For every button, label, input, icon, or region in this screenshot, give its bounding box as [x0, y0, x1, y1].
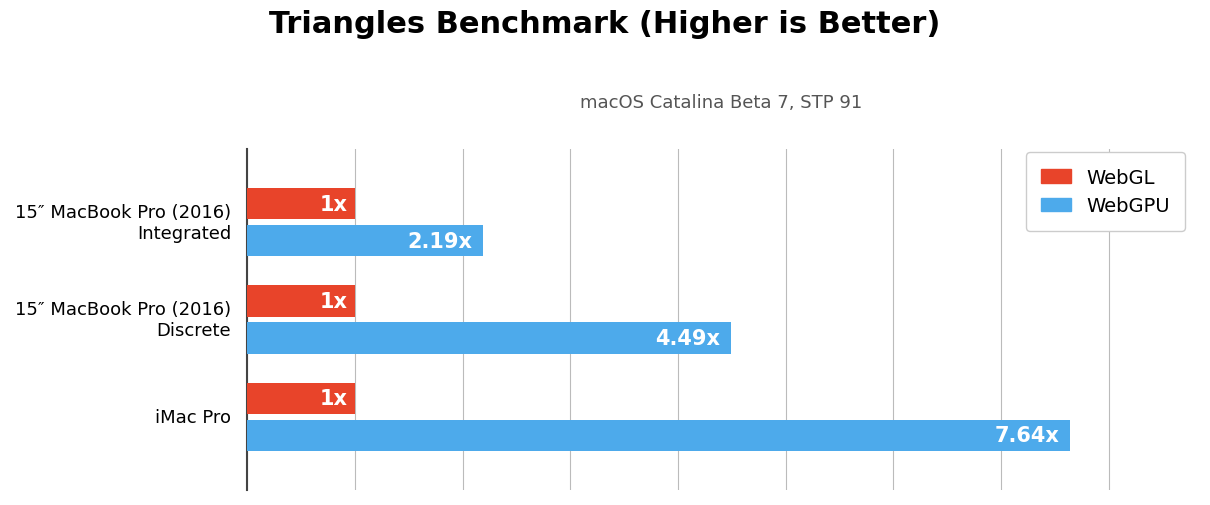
Title: macOS Catalina Beta 7, STP 91: macOS Catalina Beta 7, STP 91 — [580, 94, 863, 112]
Text: 1x: 1x — [319, 389, 347, 409]
Text: 1x: 1x — [319, 194, 347, 214]
Text: 4.49x: 4.49x — [655, 328, 720, 348]
Text: 7.64x: 7.64x — [995, 426, 1059, 445]
Bar — [247, 226, 483, 257]
Text: Triangles Benchmark (Higher is Better): Triangles Benchmark (Higher is Better) — [270, 10, 940, 39]
Bar — [247, 420, 1070, 451]
Bar — [247, 189, 355, 220]
Text: 1x: 1x — [319, 291, 347, 312]
Text: 2.19x: 2.19x — [408, 231, 472, 251]
Legend: WebGL, WebGPU: WebGL, WebGPU — [1026, 153, 1186, 231]
Bar — [247, 323, 731, 354]
Bar — [247, 286, 355, 317]
Bar — [247, 383, 355, 414]
